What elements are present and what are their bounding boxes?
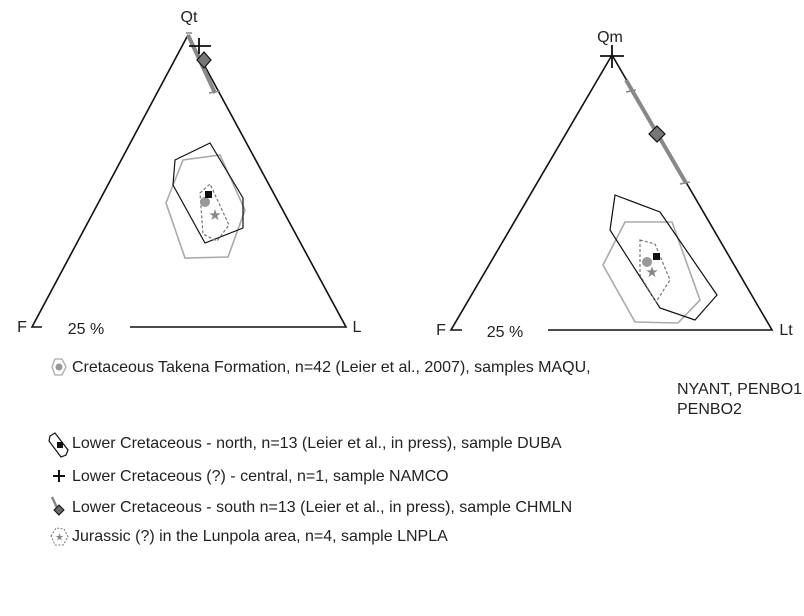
legend-icon — [53, 470, 65, 482]
legend: Cretaceous Takena Formation, n=42 (Leier… — [48, 358, 802, 546]
legend-text: Lower Cretaceous (?) - central, n=1, sam… — [72, 468, 449, 485]
legend-text: Jurassic (?) in the Lunpola area, n=4, s… — [72, 528, 448, 545]
tick — [679, 181, 691, 185]
cross-central — [189, 38, 211, 54]
ternary-qmflt: Qm F Lt 25 % ★ — [436, 29, 793, 341]
legend-text: NYANT, PENBO1 — [677, 381, 802, 398]
apex-label: F — [17, 319, 27, 336]
apex-label: Qt — [181, 9, 198, 26]
apex-label: L — [353, 319, 362, 336]
field-takena — [165, 154, 246, 259]
mean-takena — [642, 257, 652, 267]
legend-text: Lower Cretaceous - south n=13 (Leier et … — [72, 499, 572, 516]
field-north — [609, 194, 718, 321]
mean-takena — [200, 197, 210, 207]
ternary-qtfl: Qt F L 25 % ★ — [17, 9, 361, 338]
tick — [208, 90, 221, 94]
diamond-south — [196, 51, 212, 69]
mean-north — [205, 191, 212, 198]
legend-icon — [55, 363, 63, 371]
scale-label: 25 % — [487, 324, 523, 341]
legend-text: Cretaceous Takena Formation, n=42 (Leier… — [72, 359, 591, 376]
field-jurassic — [639, 239, 671, 304]
legend-icon — [53, 504, 65, 516]
legend-text: Lower Cretaceous - north, n=13 (Leier et… — [72, 435, 562, 452]
cross-central — [600, 45, 624, 68]
apex-label: F — [436, 322, 446, 339]
apex-label: Qm — [597, 29, 623, 46]
field-takena — [602, 221, 701, 324]
legend-icon — [57, 442, 63, 448]
mean-jurassic: ★ — [645, 264, 658, 281]
mean-jurassic: ★ — [208, 207, 221, 224]
legend-icon — [50, 527, 69, 546]
legend-text: PENBO2 — [677, 401, 742, 418]
field-north — [172, 142, 244, 244]
triangle — [30, 34, 348, 328]
field-jurassic — [199, 183, 230, 242]
diamond-south — [648, 125, 666, 143]
apex-label: Lt — [779, 322, 793, 339]
legend-icon — [51, 358, 67, 376]
mean-north — [653, 253, 660, 260]
legend-icon: ★ — [55, 533, 64, 544]
triangle — [449, 54, 774, 331]
legend-icon — [48, 432, 69, 458]
tick — [625, 89, 637, 93]
scale-label: 25 % — [68, 321, 104, 338]
